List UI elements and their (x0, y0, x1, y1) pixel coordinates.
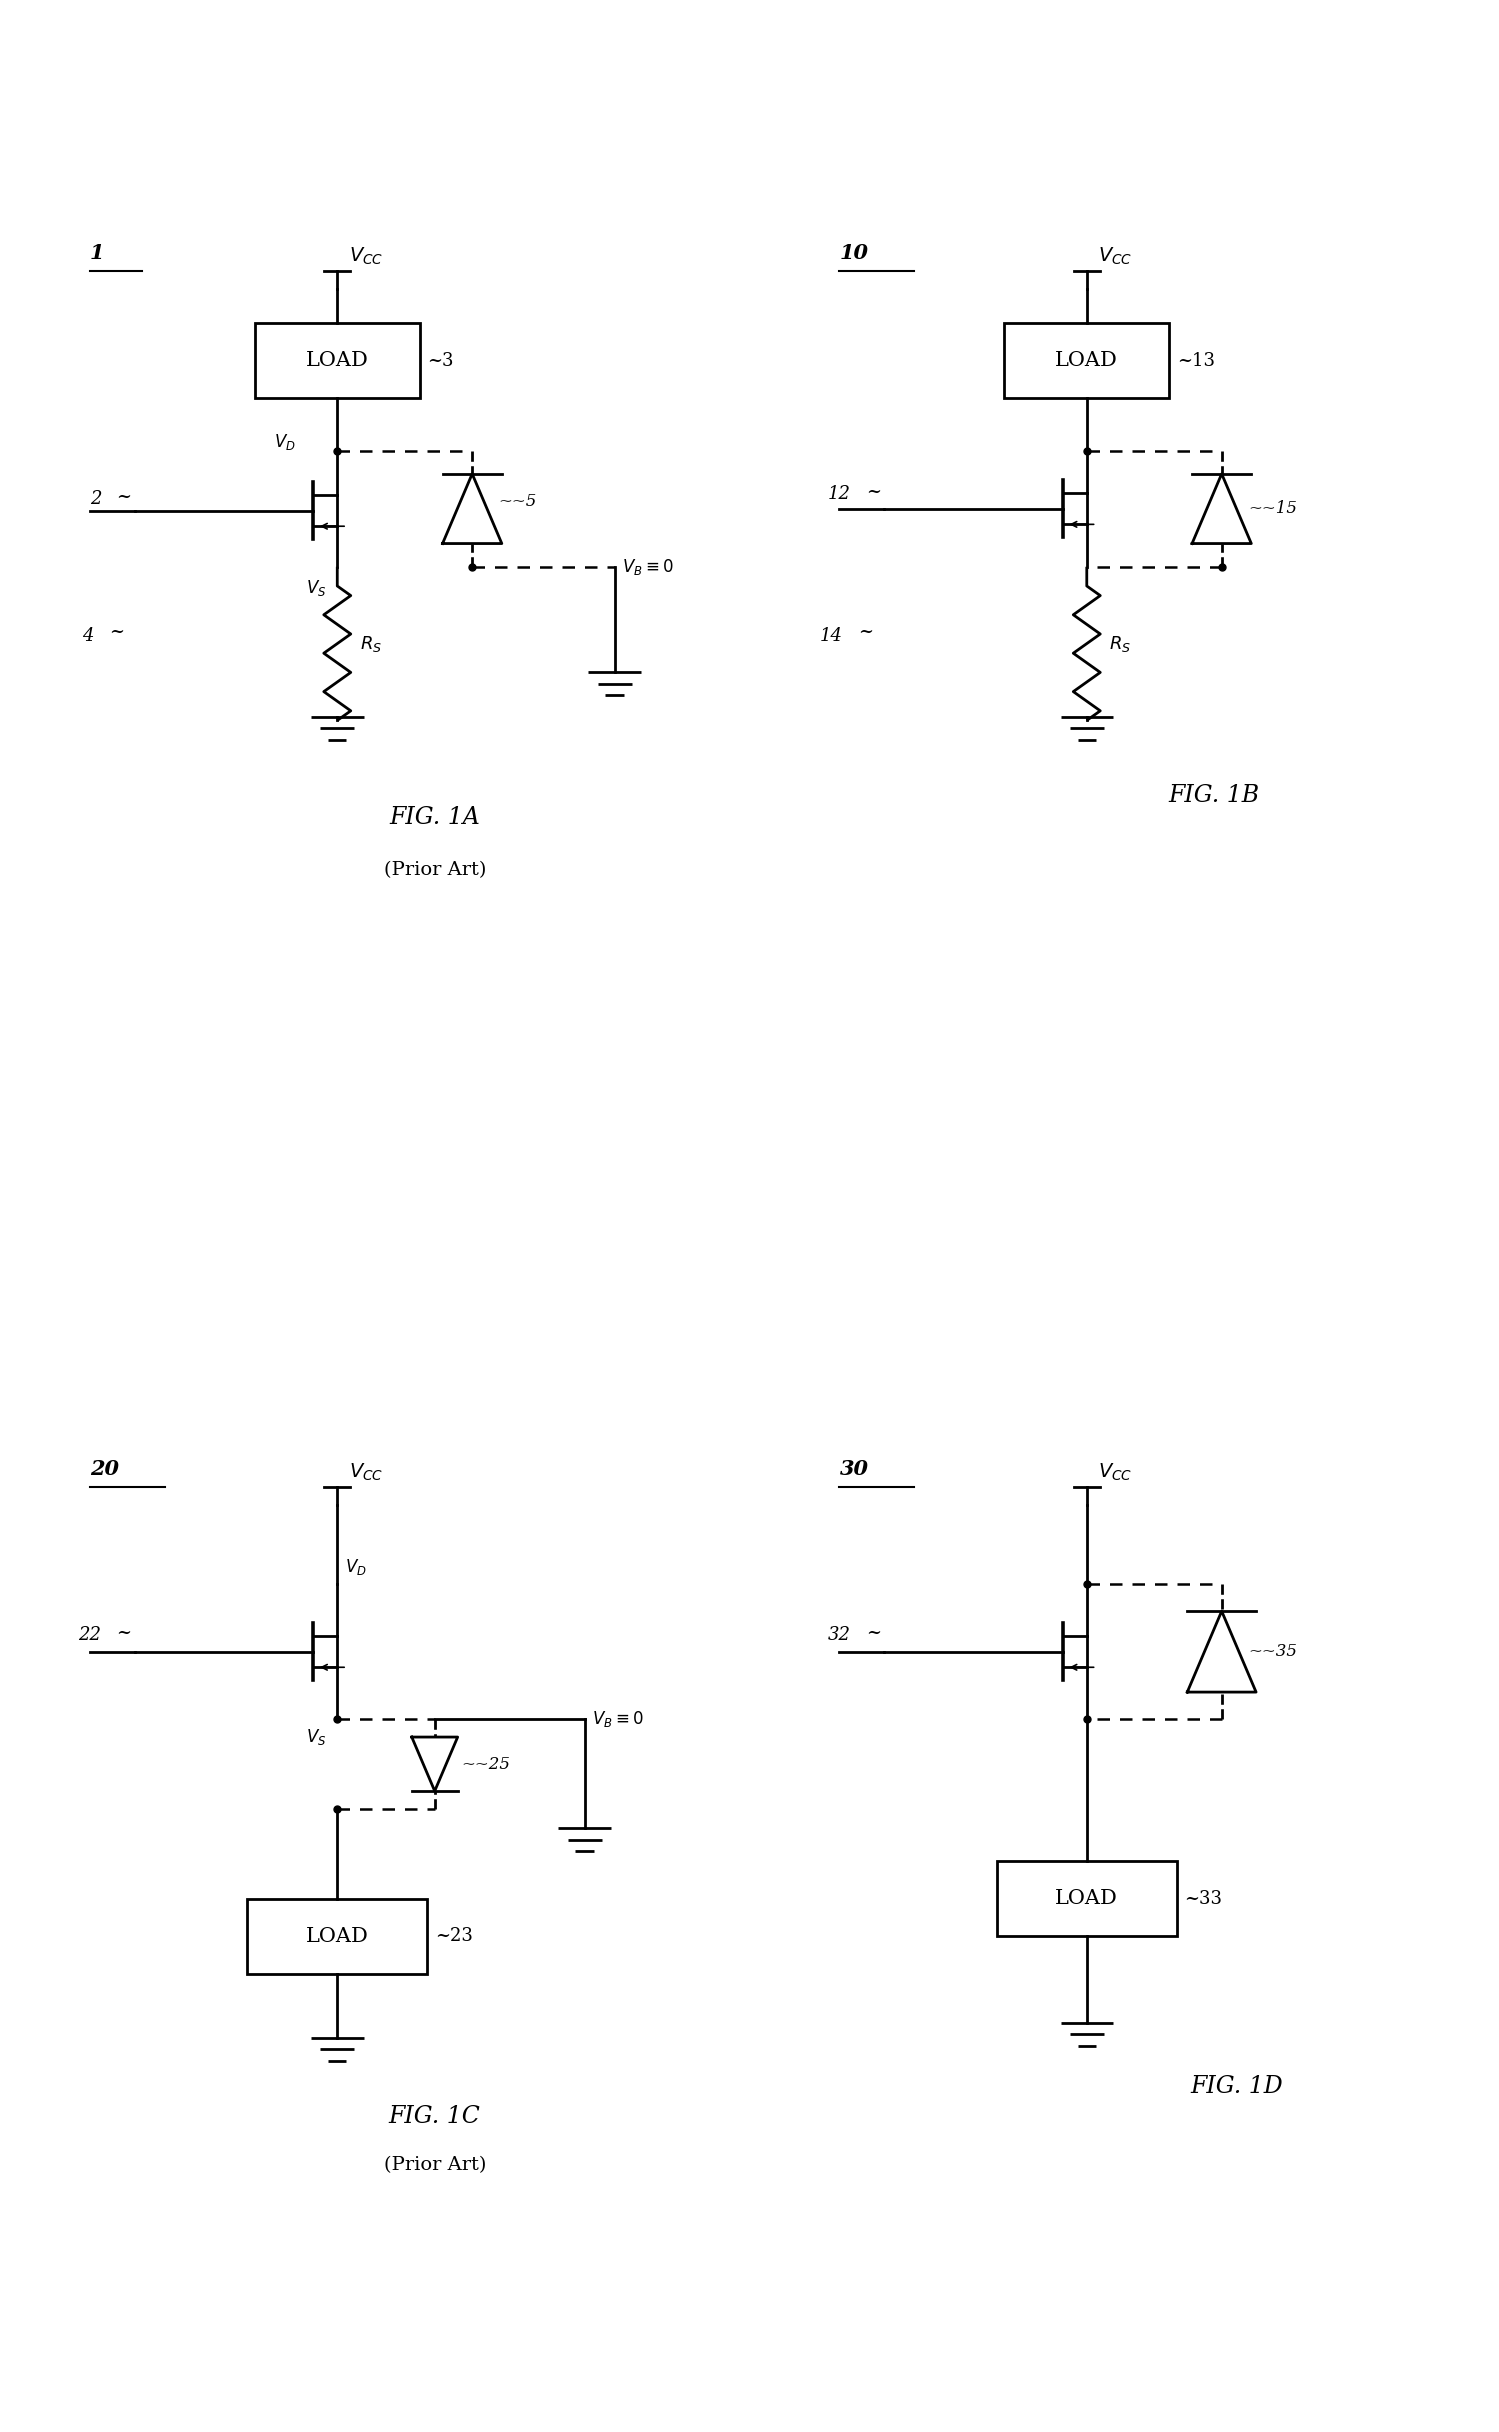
Text: 14: 14 (820, 627, 842, 644)
Text: ~~5: ~~5 (498, 494, 537, 511)
Text: $V_B\equiv 0$: $V_B\equiv 0$ (622, 557, 675, 576)
Text: $R_S$: $R_S$ (360, 635, 382, 654)
Text: ~: ~ (865, 484, 881, 501)
Text: FIG. 1B: FIG. 1B (1169, 783, 1259, 807)
Text: 2: 2 (90, 491, 102, 508)
Text: ~: ~ (857, 623, 874, 642)
Text: (Prior Art): (Prior Art) (384, 2157, 486, 2174)
Text: FIG. 1A: FIG. 1A (390, 807, 480, 829)
Text: 12: 12 (827, 484, 851, 503)
Text: 20: 20 (90, 1459, 118, 1479)
Bar (997, 1860, 1177, 1936)
Text: $V_{CC}$: $V_{CC}$ (1097, 1462, 1132, 1484)
Text: $R_S$: $R_S$ (1109, 635, 1132, 654)
Text: 32: 32 (827, 1627, 851, 1644)
Text: $V_{CC}$: $V_{CC}$ (348, 246, 382, 268)
Text: (Prior Art): (Prior Art) (384, 861, 486, 880)
Text: $V_S$: $V_S$ (306, 1727, 325, 1746)
Text: $V_D$: $V_D$ (274, 430, 295, 452)
Text: $V_{CC}$: $V_{CC}$ (1097, 246, 1132, 268)
Text: $V_B\equiv 0$: $V_B\equiv 0$ (592, 1710, 645, 1729)
Text: ~~15: ~~15 (1247, 501, 1297, 518)
Bar (247, 1899, 427, 1975)
Text: ~: ~ (108, 623, 124, 642)
Text: ~: ~ (865, 1625, 881, 1642)
Text: 4: 4 (82, 627, 93, 644)
Text: LOAD: LOAD (306, 350, 369, 370)
Text: 1: 1 (90, 243, 105, 263)
Text: 10: 10 (839, 243, 868, 263)
Text: LOAD: LOAD (1055, 1890, 1118, 1909)
Text: 30: 30 (839, 1459, 868, 1479)
Text: LOAD: LOAD (1055, 350, 1118, 370)
Text: ~~35: ~~35 (1247, 1644, 1297, 1661)
Text: $V_D$: $V_D$ (345, 1556, 367, 1576)
Text: $V_S$: $V_S$ (306, 579, 325, 598)
Text: $V_{CC}$: $V_{CC}$ (348, 1462, 382, 1484)
Bar (1004, 323, 1169, 399)
Text: ~3: ~3 (427, 353, 454, 370)
Text: ~: ~ (115, 489, 132, 506)
Text: ~33: ~33 (1184, 1890, 1222, 1909)
Bar (255, 323, 420, 399)
Text: 22: 22 (78, 1627, 102, 1644)
Text: LOAD: LOAD (306, 1926, 369, 1946)
Text: FIG. 1C: FIG. 1C (388, 2104, 481, 2128)
Text: ~~25: ~~25 (462, 1756, 510, 1773)
Text: ~23: ~23 (435, 1929, 472, 1946)
Text: FIG. 1D: FIG. 1D (1190, 2074, 1283, 2099)
Text: ~13: ~13 (1177, 353, 1214, 370)
Text: ~: ~ (115, 1625, 132, 1642)
